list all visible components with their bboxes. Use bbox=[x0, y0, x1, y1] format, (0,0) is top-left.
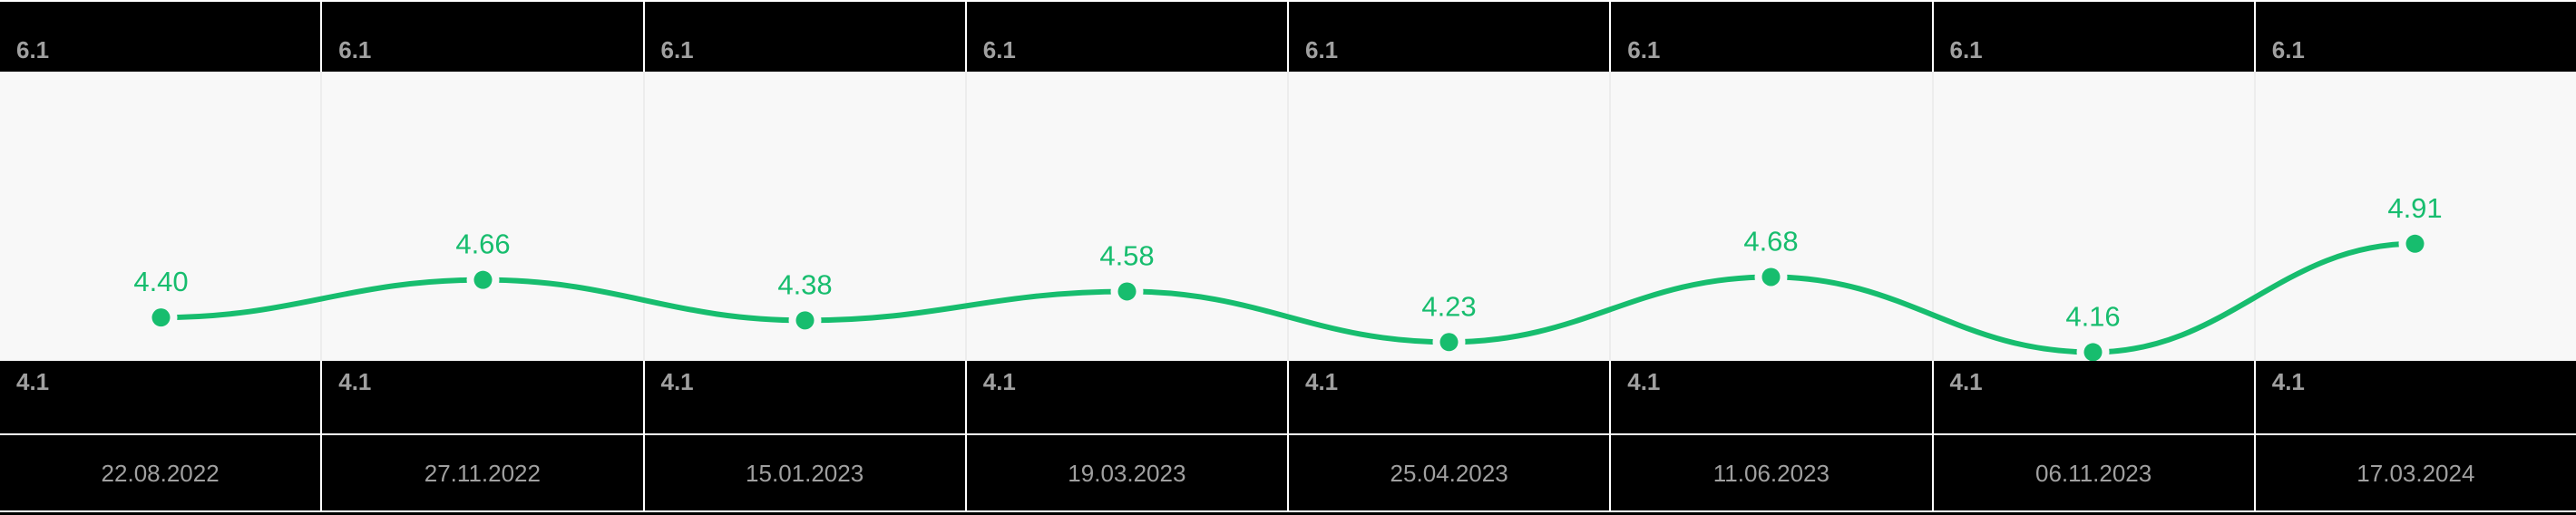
column-min-cell: 4.1 bbox=[1289, 361, 1612, 433]
point-value-label: 4.38 bbox=[777, 268, 832, 300]
data-point bbox=[1761, 267, 1781, 287]
date-cell: 27.11.2022 bbox=[322, 435, 645, 510]
column-max-cell: 6.1 bbox=[1934, 2, 2256, 72]
min-label: 4.1 bbox=[660, 368, 694, 395]
min-label: 4.1 bbox=[982, 368, 1016, 395]
date-label: 17.03.2024 bbox=[2356, 459, 2475, 487]
data-point bbox=[151, 308, 171, 327]
max-value-row: 6.1 6.1 6.1 6.1 6.1 6.1 6.1 6.1 bbox=[0, 2, 2576, 72]
point-value-label: 4.66 bbox=[455, 228, 510, 260]
min-label: 4.1 bbox=[338, 368, 372, 395]
column-max-cell: 6.1 bbox=[967, 2, 1289, 72]
max-label: 6.1 bbox=[2271, 36, 2305, 63]
date-cell: 17.03.2024 bbox=[2256, 435, 2576, 510]
column-min-cell: 4.1 bbox=[322, 361, 645, 433]
line-chart: 4.40 4.66 4.38 4.58 4.23 4.68 4.16 4.91 bbox=[133, 192, 2443, 361]
min-label: 4.1 bbox=[16, 368, 50, 395]
column-max-cell: 6.1 bbox=[322, 2, 645, 72]
date-cell: 22.08.2022 bbox=[0, 435, 323, 510]
point-value-label: 4.91 bbox=[2387, 192, 2442, 224]
column-max-cell: 6.1 bbox=[1611, 2, 1934, 72]
max-label: 6.1 bbox=[1627, 36, 1661, 63]
bottom-strip bbox=[0, 512, 2576, 515]
max-label: 6.1 bbox=[1305, 36, 1339, 63]
data-point bbox=[1117, 282, 1137, 301]
date-cell: 11.06.2023 bbox=[1611, 435, 1934, 510]
point-value-label: 4.40 bbox=[133, 266, 188, 297]
column-min-cell: 4.1 bbox=[0, 361, 323, 433]
divider-line bbox=[0, 433, 2576, 435]
date-label: 22.08.2022 bbox=[101, 459, 220, 487]
point-value-label: 4.58 bbox=[1099, 239, 1154, 271]
data-point bbox=[2405, 234, 2425, 253]
data-point bbox=[2083, 343, 2103, 361]
date-row: 22.08.2022 27.11.2022 15.01.2023 19.03.2… bbox=[0, 435, 2576, 510]
data-point bbox=[795, 311, 815, 330]
column-min-cell: 4.1 bbox=[1934, 361, 2256, 433]
date-cell: 25.04.2023 bbox=[1289, 435, 1612, 510]
column-max-cell: 6.1 bbox=[645, 2, 967, 72]
max-label: 6.1 bbox=[16, 36, 50, 63]
max-label: 6.1 bbox=[338, 36, 372, 63]
date-label: 11.06.2023 bbox=[1712, 459, 1830, 487]
column-min-cell: 4.1 bbox=[967, 361, 1289, 433]
date-label: 25.04.2023 bbox=[1390, 459, 1508, 487]
divider-line bbox=[0, 510, 2576, 512]
min-label: 4.1 bbox=[1627, 368, 1661, 395]
column-min-cell: 4.1 bbox=[1611, 361, 1934, 433]
plot-gridlines bbox=[0, 72, 2576, 361]
date-label: 27.11.2022 bbox=[424, 459, 541, 487]
data-point bbox=[1439, 333, 1459, 352]
column-max-cell: 6.1 bbox=[1289, 2, 1612, 72]
chart-line bbox=[158, 240, 2418, 355]
max-label: 6.1 bbox=[982, 36, 1016, 63]
column-min-cell: 4.1 bbox=[645, 361, 967, 433]
date-cell: 06.11.2023 bbox=[1934, 435, 2256, 510]
max-label: 6.1 bbox=[1949, 36, 1983, 63]
date-label: 15.01.2023 bbox=[746, 459, 864, 487]
date-cell: 15.01.2023 bbox=[645, 435, 967, 510]
plot-area: 4.40 4.66 4.38 4.58 4.23 4.68 4.16 4.91 bbox=[0, 72, 2576, 361]
date-label: 06.11.2023 bbox=[2035, 459, 2152, 487]
column-max-cell: 6.1 bbox=[2256, 2, 2576, 72]
min-value-row: 4.1 4.1 4.1 4.1 4.1 4.1 4.1 4.1 bbox=[0, 361, 2576, 433]
date-label: 19.03.2023 bbox=[1068, 459, 1186, 487]
data-point bbox=[473, 270, 493, 289]
date-cell: 19.03.2023 bbox=[967, 435, 1289, 510]
max-label: 6.1 bbox=[660, 36, 694, 63]
min-label: 4.1 bbox=[1949, 368, 1983, 395]
min-label: 4.1 bbox=[2271, 368, 2305, 395]
column-max-cell: 6.1 bbox=[0, 2, 323, 72]
column-min-cell: 4.1 bbox=[2256, 361, 2576, 433]
min-label: 4.1 bbox=[1305, 368, 1339, 395]
point-value-label: 4.68 bbox=[1743, 225, 1798, 257]
point-value-label: 4.16 bbox=[2065, 300, 2120, 332]
point-value-label: 4.23 bbox=[1421, 290, 1476, 322]
